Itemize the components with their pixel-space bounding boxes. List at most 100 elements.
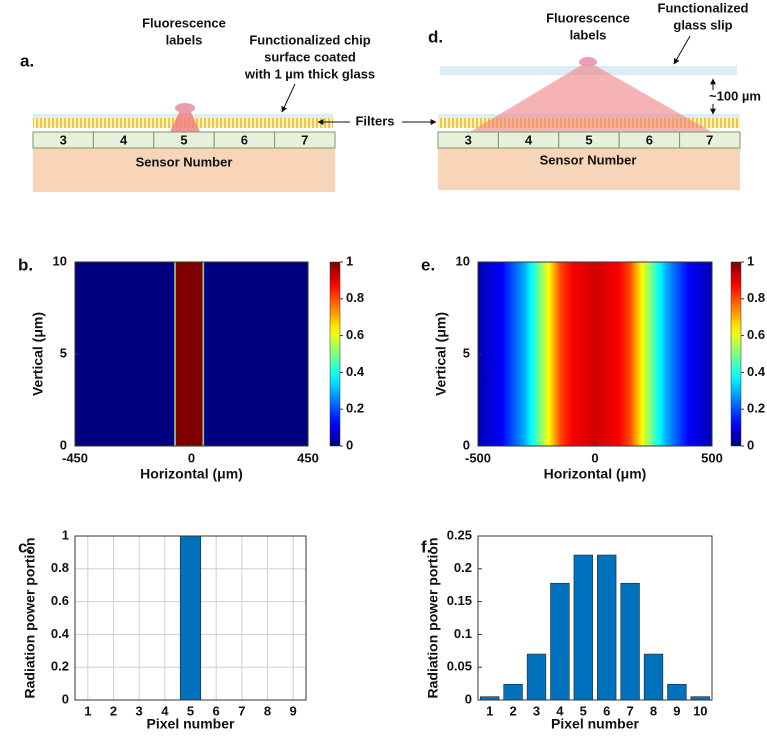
x-tick-label: 6 [213,703,220,718]
chip-base [438,148,740,190]
y-tick-label: 10 [53,253,67,268]
y-tick-label: 0 [62,691,69,706]
x-tick-label: 450 [297,450,319,465]
y-axis-label: Vertical (μm) [433,312,449,396]
heat-stripe [595,262,619,446]
text: Sensor Number [540,152,637,167]
sensor-number: 5 [180,132,187,147]
text: with 1 µm thick glass [244,66,375,81]
heat-stripe [548,262,561,446]
diagram-a: a. Fluorescence labels Functionalized ch… [20,15,375,192]
colorbar-tick-label: 1 [747,253,754,268]
heat-stripe [201,262,204,446]
axes-box [74,535,307,701]
colorbar-tick-label: 0 [346,437,353,452]
heat-stripe [173,262,176,446]
heat-stripe [175,262,203,446]
heat-stripe [478,262,502,446]
colorbar-tick-label: 0 [747,437,754,452]
sensor-number: 6 [241,132,248,147]
bar [573,554,593,701]
bar [503,683,523,701]
y-tick-label: 0 [465,691,472,706]
colorbar [329,261,341,447]
sensor-number: 4 [525,132,533,147]
text: labels [166,32,203,47]
colorbar [730,261,742,447]
bar [597,554,617,701]
heat-stripe [203,262,205,446]
x-tick-label: 5 [580,703,587,718]
heat-stripe [688,262,713,446]
text: Fluorescence [546,10,630,25]
heat-stripe [501,262,526,446]
text: Filters [355,113,394,128]
text: Sensor Number [136,154,233,169]
text: labels [570,27,607,42]
sensor-number: 7 [301,132,308,147]
y-axis-label: Radiation power portion [22,538,38,699]
x-tick-label: 1 [486,703,493,718]
bar [643,653,664,701]
sensor-number: 3 [60,132,67,147]
heat-stripe [75,262,174,446]
panel-label: c. [18,537,32,556]
x-tick-label: 5 [187,703,194,718]
bar [526,653,547,701]
x-tick-label: 0 [591,450,598,465]
y-axis-label: Vertical (μm) [30,312,46,396]
x-tick-label: 9 [673,703,680,718]
x-tick-label: 1 [84,703,91,718]
x-tick-label: 500 [701,450,723,465]
colorbar-tick-label: 0.4 [346,364,365,379]
x-tick-label: -500 [465,450,491,465]
text: ~100 µm [709,88,761,103]
emission-cone [470,66,712,132]
sensor-number: 6 [646,132,653,147]
colorbar-tick-label: 0.2 [346,401,364,416]
bar [550,582,570,701]
panel-label: a. [20,51,34,70]
y-tick-label: 0 [60,437,67,452]
x-tick-label: 4 [556,703,564,718]
x-tick-label: 10 [693,703,707,718]
colorbar-tick-label: 0.8 [346,290,364,305]
heat-stripe [630,262,643,446]
x-tick-label: 0 [188,450,195,465]
x-tick-label: -450 [62,450,88,465]
sensor-number: 3 [465,132,472,147]
x-axis-label: Pixel number [147,716,235,732]
heat-stripe [559,262,573,446]
x-tick-label: 9 [290,703,297,718]
heat-stripe [204,262,309,446]
colorbar-tick-label: 0.6 [747,327,765,342]
x-tick-label: 8 [650,703,657,718]
panel-label: b. [18,255,33,274]
sensor-number: 5 [585,132,592,147]
heat-stripe [536,262,549,446]
y-tick-label: 1 [62,527,69,542]
arrow [673,35,691,65]
heat-stripe [641,262,654,446]
x-tick-label: 6 [603,703,610,718]
heat-stripe [665,262,690,446]
sensor-number: 7 [706,132,713,147]
x-tick-label: 4 [161,703,169,718]
sensor-number: 4 [120,132,128,147]
y-tick-label: 0.25 [447,527,472,542]
x-axis-label: Horizontal (μm) [544,466,647,482]
colorbar-tick-label: 0.6 [346,327,364,342]
x-axis-label: Pixel number [551,716,639,732]
labels-icon [175,103,195,113]
text: glass slip [673,17,732,32]
heat-stripe [524,262,537,446]
y-tick-label: 0 [463,437,470,452]
y-tick-label: 0.15 [447,593,472,608]
colorbar-tick-label: 1 [346,253,353,268]
text: Functionalized chip [249,32,370,47]
y-tick-label: 0.1 [454,626,472,641]
text: Fluorescence [142,15,226,30]
panel-label: d. [428,27,443,46]
x-axis-label: Horizontal (μm) [140,466,243,482]
